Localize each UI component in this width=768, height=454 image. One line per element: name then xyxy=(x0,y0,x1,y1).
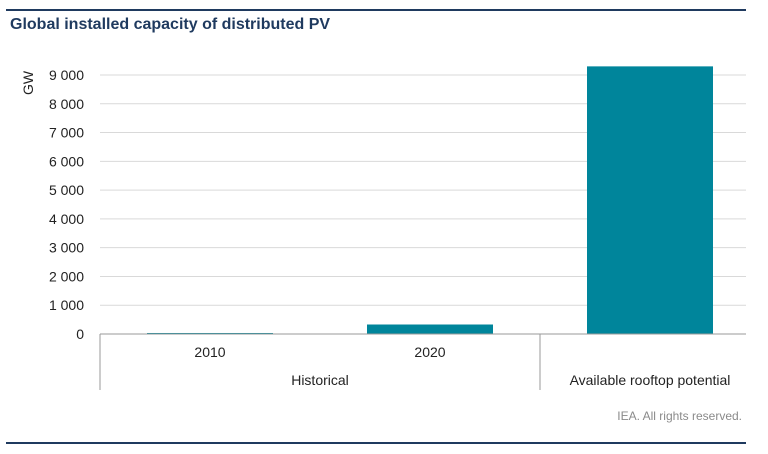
y-tick-label: 4 000 xyxy=(49,211,84,227)
x-tick-label: 2020 xyxy=(414,344,445,360)
x-tick-label: 2010 xyxy=(194,344,225,360)
y-tick-label: 5 000 xyxy=(49,182,84,198)
chart-title: Global installed capacity of distributed… xyxy=(10,16,331,33)
top-rule xyxy=(6,9,746,11)
bar-rooftop-potential xyxy=(587,66,713,334)
bar-2020 xyxy=(367,324,493,334)
y-tick-label: 1 000 xyxy=(49,297,84,313)
source-note: IEA. All rights reserved. xyxy=(617,409,742,423)
y-tick-label: 9 000 xyxy=(49,67,84,83)
bar-2010 xyxy=(147,332,273,334)
y-tick-label: 8 000 xyxy=(49,96,84,112)
y-tick-label: 0 xyxy=(76,326,84,342)
y-axis-label: GW xyxy=(20,70,36,95)
y-tick-label: 2 000 xyxy=(49,268,84,284)
y-tick-label: 7 000 xyxy=(49,125,84,141)
bottom-rule xyxy=(6,442,746,444)
y-tick-label: 3 000 xyxy=(49,240,84,256)
y-tick-label: 6 000 xyxy=(49,153,84,169)
x-group-label: Available rooftop potential xyxy=(570,372,731,388)
x-group-label: Historical xyxy=(291,372,349,388)
